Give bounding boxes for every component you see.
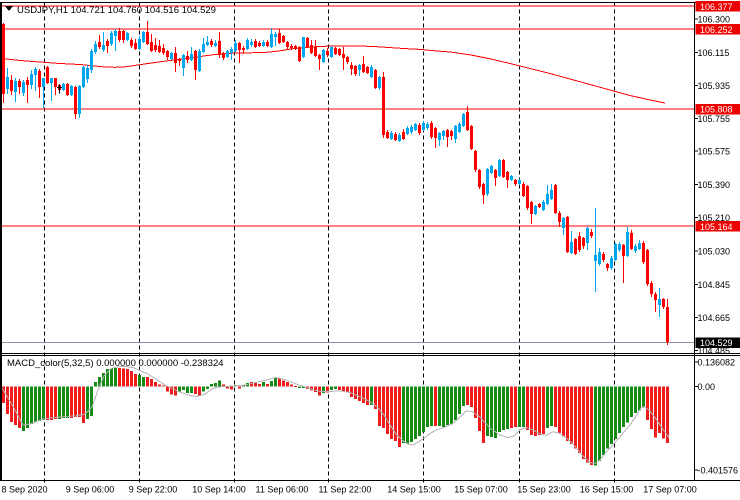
svg-text:14 Sep 15:00: 14 Sep 15:00	[387, 485, 441, 495]
svg-text:105.390: 105.390	[698, 180, 731, 190]
svg-text:105.935: 105.935	[698, 81, 731, 91]
svg-text:104.845: 104.845	[698, 280, 731, 290]
svg-text:105.164: 105.164	[700, 222, 733, 232]
svg-text:105.755: 105.755	[698, 114, 731, 124]
svg-text:106.377: 106.377	[700, 2, 733, 12]
svg-text:106.300: 106.300	[698, 15, 731, 25]
svg-text:-0.401576: -0.401576	[698, 466, 739, 476]
svg-text:105.575: 105.575	[698, 147, 731, 157]
svg-text:8 Sep 2020: 8 Sep 2020	[1, 485, 47, 495]
svg-text:104.485: 104.485	[698, 346, 731, 356]
svg-text:105.210: 105.210	[698, 213, 731, 223]
svg-text:9 Sep 22:00: 9 Sep 22:00	[129, 485, 178, 495]
svg-text:105.030: 105.030	[698, 246, 731, 256]
svg-text:9 Sep 06:00: 9 Sep 06:00	[66, 485, 115, 495]
svg-text:0.136082: 0.136082	[698, 358, 736, 368]
svg-text:USDJPY,H1 104.721 104.760 104: USDJPY,H1 104.721 104.760 104.516 104.52…	[17, 5, 216, 16]
svg-text:10 Sep 14:00: 10 Sep 14:00	[192, 485, 246, 495]
svg-text:16 Sep 15:00: 16 Sep 15:00	[580, 485, 634, 495]
svg-text:11 Sep 22:00: 11 Sep 22:00	[319, 485, 372, 495]
svg-text:105.808: 105.808	[700, 105, 733, 115]
svg-text:17 Sep 07:00: 17 Sep 07:00	[643, 485, 697, 495]
svg-text:15 Sep 23:00: 15 Sep 23:00	[517, 485, 571, 495]
svg-text:MACD_color(5,32,5) 0.000000 0.: MACD_color(5,32,5) 0.000000 0.000000 -0.…	[7, 358, 224, 369]
svg-text:104.665: 104.665	[698, 313, 731, 323]
svg-text:0.00: 0.00	[698, 382, 716, 392]
svg-text:106.252: 106.252	[700, 25, 733, 35]
svg-text:106.115: 106.115	[698, 48, 730, 58]
svg-text:15 Sep 07:00: 15 Sep 07:00	[454, 485, 508, 495]
svg-text:11 Sep 06:00: 11 Sep 06:00	[256, 485, 309, 495]
svg-text:104.529: 104.529	[700, 338, 733, 348]
